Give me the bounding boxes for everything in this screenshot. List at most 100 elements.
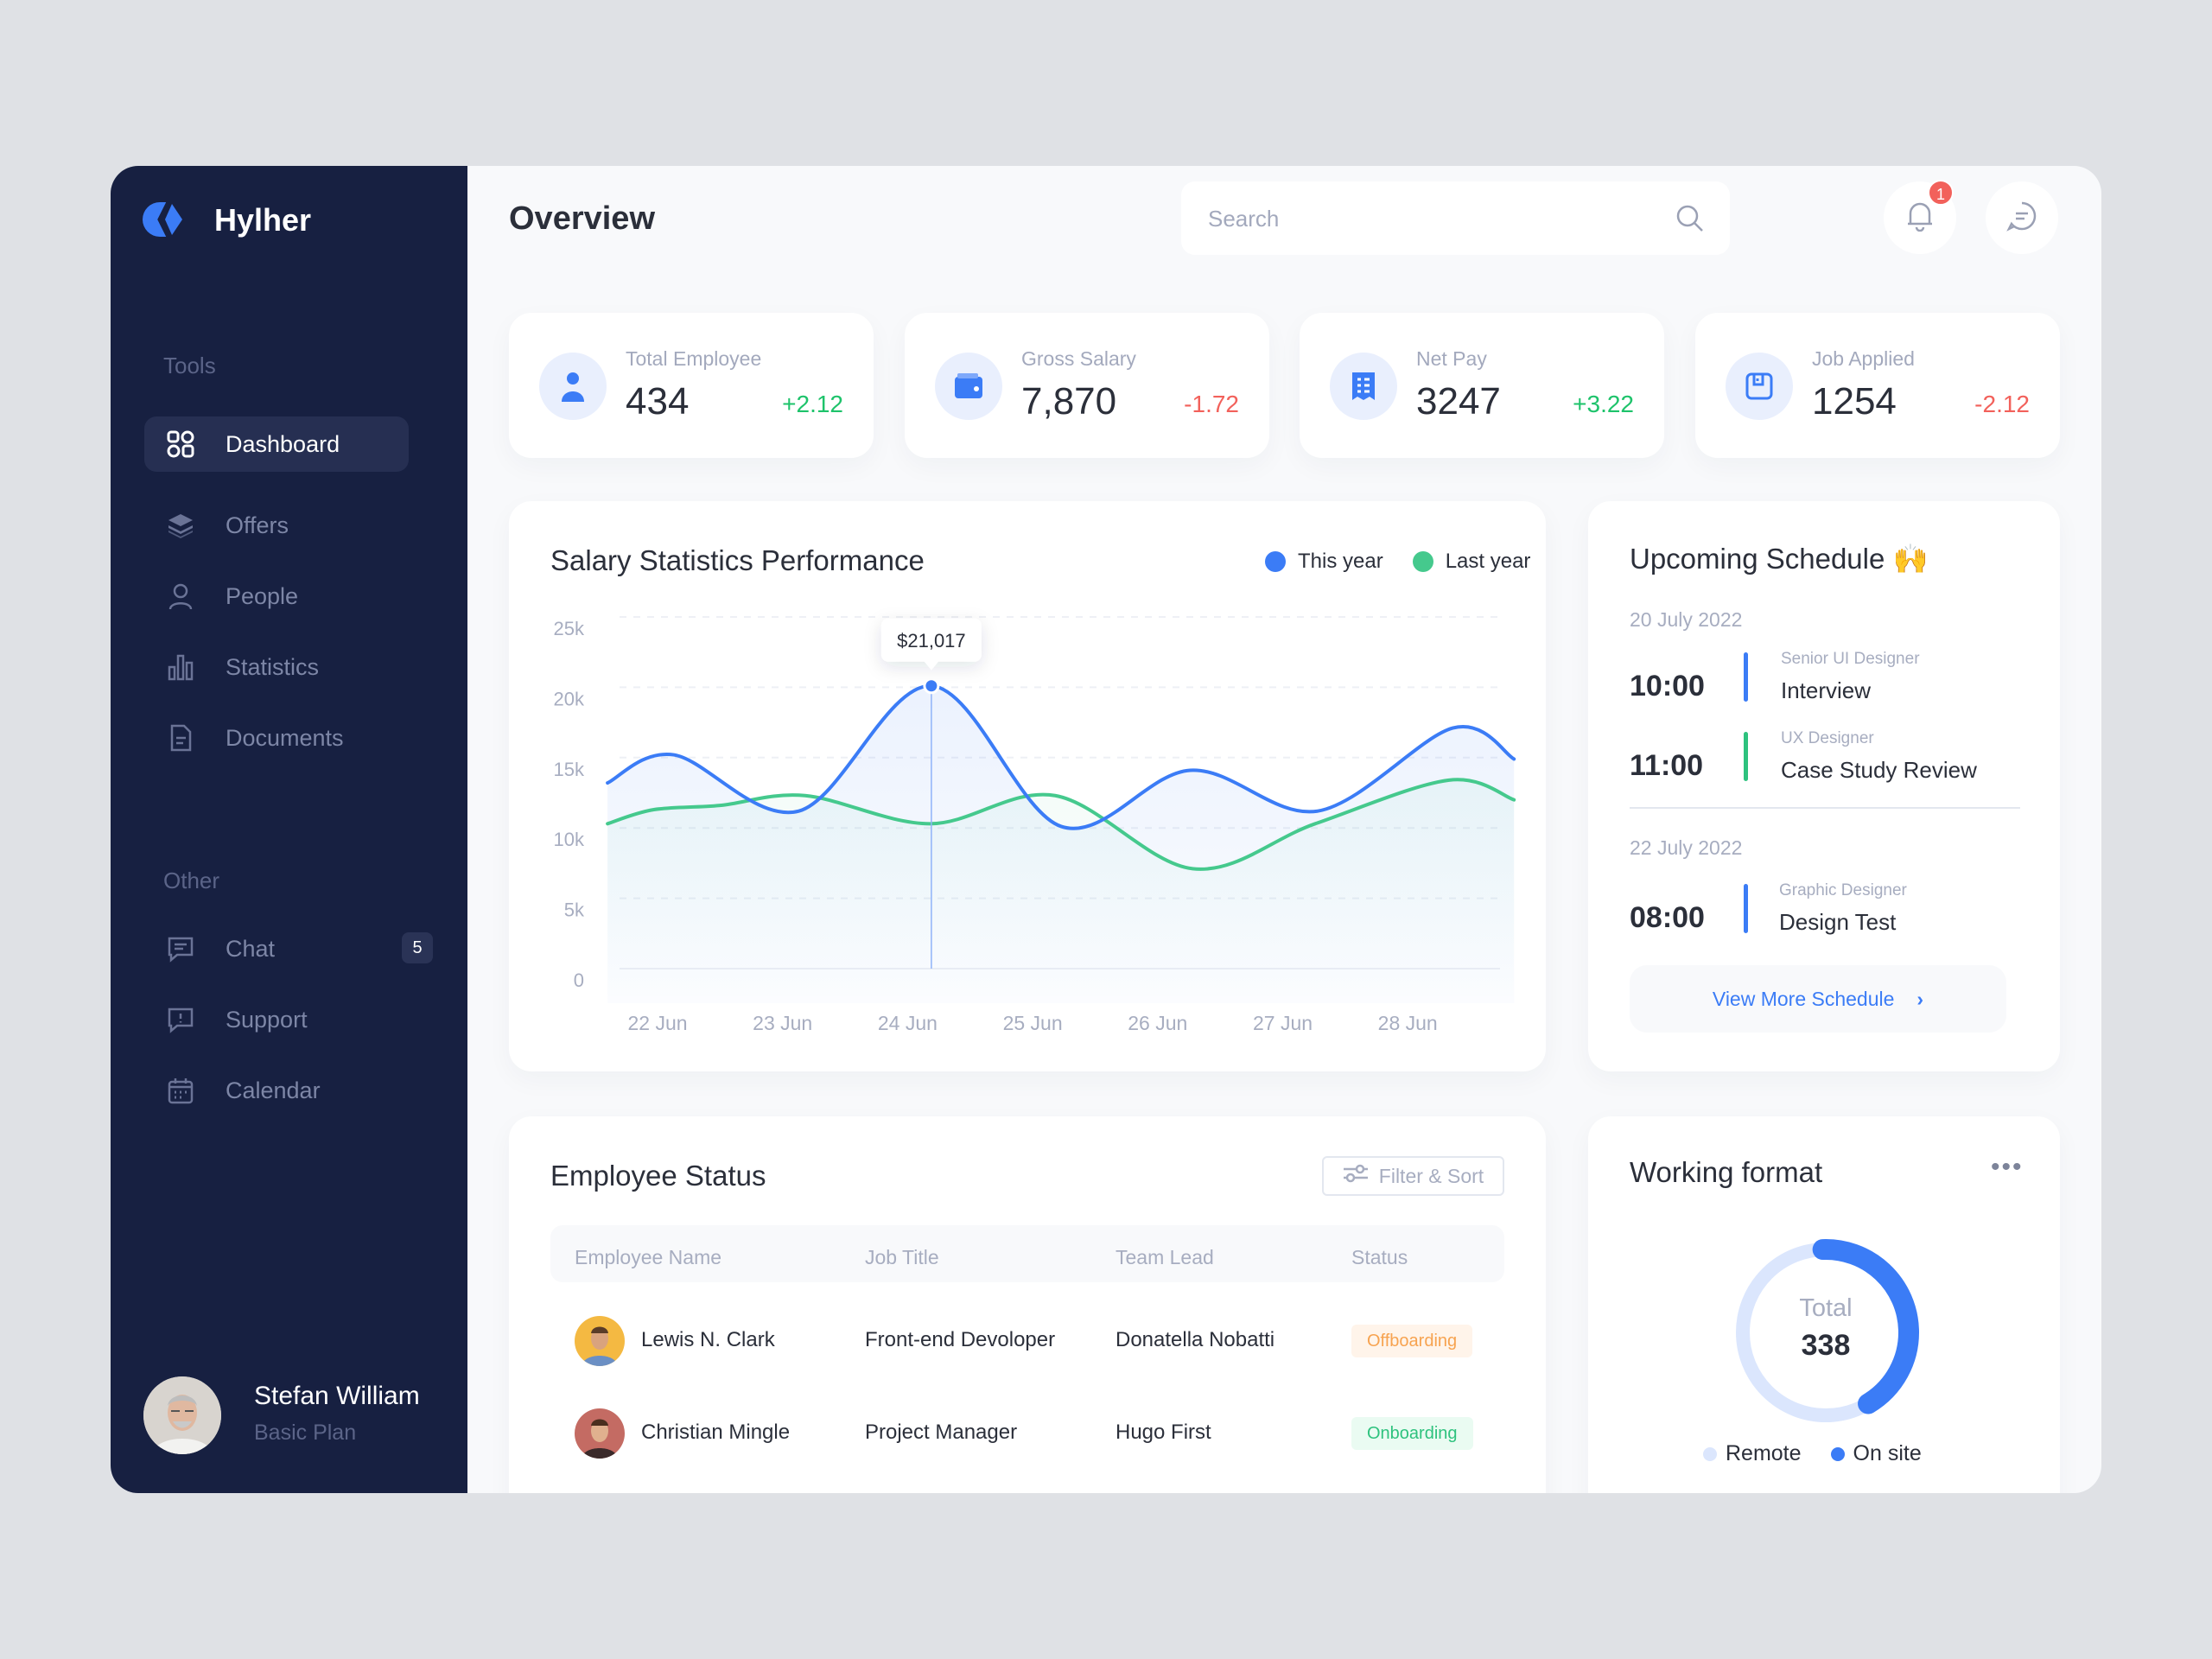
stat-label: Net Pay <box>1416 347 1487 370</box>
donut-legend: Remote On site <box>1703 1441 1922 1466</box>
legend-onsite: On site <box>1853 1441 1922 1465</box>
user-plan: Basic Plan <box>254 1421 357 1445</box>
view-more-label: View More Schedule <box>1712 987 1895 1010</box>
search-placeholder: Search <box>1208 206 1280 232</box>
y-tick-label: 10k <box>554 829 585 850</box>
event-color-bar <box>1744 652 1748 702</box>
job-title: Front-end Devoloper <box>865 1328 1056 1351</box>
stat-value: 1254 <box>1812 380 1897 423</box>
x-tick-label: 26 Jun <box>1128 1012 1187 1034</box>
page-title: Overview <box>509 200 655 237</box>
stat-label: Total Employee <box>626 347 762 370</box>
chat-count-badge: 5 <box>402 932 433 963</box>
wallet-icon <box>935 353 1002 420</box>
user-avatar[interactable] <box>143 1376 221 1454</box>
salary-chart-card: Salary Statistics Performance This year … <box>509 501 1546 1071</box>
legend-remote: Remote <box>1726 1441 1802 1465</box>
user-name: Stefan William <box>254 1382 420 1410</box>
donut-total-label: Total <box>1799 1294 1853 1322</box>
sidebar-item-dashboard[interactable]: Dashboard <box>144 416 409 472</box>
series-line-this-year <box>606 683 1516 830</box>
tooltip-value: $21,017 <box>897 630 966 652</box>
document-icon <box>165 722 196 753</box>
table-header: Employee Name Job Title Team Lead Status <box>550 1225 1504 1282</box>
stat-label: Job Applied <box>1812 347 1915 370</box>
user-icon <box>165 581 196 612</box>
donut-total-value: 338 <box>1801 1329 1851 1362</box>
search-icon[interactable] <box>1675 204 1705 238</box>
user-icon <box>539 353 607 420</box>
brand-name: Hylher <box>214 202 312 238</box>
sidebar-item-support[interactable]: Support <box>144 992 409 1047</box>
event-color-bar <box>1744 884 1748 933</box>
more-options-icon[interactable]: ••• <box>1991 1153 2024 1181</box>
filter-sort-button[interactable]: Filter & Sort <box>1322 1156 1504 1196</box>
chart-legend: This year Last year <box>1265 550 1530 574</box>
team-lead: Hugo First <box>1116 1421 1211 1444</box>
sidebar-item-statistics[interactable]: Statistics <box>144 639 409 695</box>
working-format-card: Working format ••• Total 338 Remote On s… <box>1588 1116 2060 1493</box>
stat-delta: -1.72 <box>1184 391 1239 417</box>
chat-icon <box>165 933 196 964</box>
event-title: Interview <box>1781 677 1872 703</box>
receipt-icon <box>1330 353 1397 420</box>
stat-card-net-pay[interactable]: Net Pay 3247 +3.22 <box>1300 313 1664 458</box>
y-tick-label: 25k <box>554 618 585 639</box>
sidebar-item-offers[interactable]: Offers <box>144 498 409 553</box>
x-tick-label: 27 Jun <box>1253 1012 1313 1034</box>
event-time: 08:00 <box>1630 901 1705 934</box>
sidebar-item-documents[interactable]: Documents <box>144 710 409 766</box>
stat-card-total-employee[interactable]: Total Employee 434 +2.12 <box>509 313 874 458</box>
status-badge: Offboarding <box>1351 1325 1473 1357</box>
legend-dot-last-year <box>1412 551 1433 572</box>
job-title: Project Manager <box>865 1421 1018 1444</box>
y-tick-label: 0 <box>574 969 584 991</box>
table-row[interactable]: Christian Mingle Project Manager Hugo Fi… <box>550 1403 1504 1464</box>
sidebar-item-label: Chat <box>226 935 276 962</box>
stat-delta: -2.12 <box>1974 391 2030 417</box>
event-title: Design Test <box>1779 909 1897 935</box>
stat-card-gross-salary[interactable]: Gross Salary 7,870 -1.72 <box>905 313 1269 458</box>
event-role: Senior UI Designer <box>1781 650 1920 668</box>
column-job-title[interactable]: Job Title <box>865 1246 939 1268</box>
column-team-lead[interactable]: Team Lead <box>1116 1246 1214 1268</box>
section-tools-label: Tools <box>163 353 216 378</box>
employee-status-title: Employee Status <box>550 1160 766 1192</box>
series-line-last-year <box>606 778 1516 871</box>
schedule-date: 22 July 2022 <box>1630 836 1743 859</box>
sidebar-item-chat[interactable]: Chat <box>144 921 409 976</box>
stat-card-job-applied[interactable]: Job Applied 1254 -2.12 <box>1695 313 2060 458</box>
employee-status-card: Employee Status Filter & Sort Employee N… <box>509 1116 1546 1493</box>
sidebar-item-label: Documents <box>226 724 344 751</box>
column-status[interactable]: Status <box>1351 1246 1408 1268</box>
message-icon <box>2006 200 2037 236</box>
messages-button[interactable] <box>1986 181 2058 254</box>
team-lead: Donatella Nobatti <box>1116 1328 1275 1351</box>
working-format-title: Working format <box>1630 1156 1823 1188</box>
layers-icon <box>165 510 196 541</box>
brand-logo <box>143 200 193 238</box>
table-row[interactable]: Lewis N. Clark Front-end Devoloper Donat… <box>550 1311 1504 1371</box>
legend-dot-this-year <box>1265 551 1286 572</box>
event-color-bar <box>1744 732 1748 781</box>
series-area-last-year <box>607 779 1515 1003</box>
y-tick-label: 5k <box>564 899 585 921</box>
donut-onsite-arc <box>1732 1239 1919 1427</box>
legend-dot-onsite <box>1830 1446 1845 1461</box>
employee-name: Christian Mingle <box>641 1421 791 1444</box>
schedule-date: 20 July 2022 <box>1630 608 1743 631</box>
search-input[interactable]: Search <box>1181 181 1730 255</box>
column-employee-name[interactable]: Employee Name <box>575 1246 722 1268</box>
schedule-card: Upcoming Schedule 🙌 20 July 2022 10:00 S… <box>1588 501 2060 1071</box>
sidebar-item-label: People <box>226 582 299 609</box>
sliders-icon <box>1343 1164 1369 1188</box>
sidebar-item-calendar[interactable]: Calendar <box>144 1063 409 1118</box>
schedule-title: Upcoming Schedule 🙌 <box>1630 543 1929 575</box>
sidebar-item-people[interactable]: People <box>144 569 409 624</box>
x-tick-label: 24 Jun <box>878 1012 938 1034</box>
view-more-schedule-button[interactable]: View More Schedule › <box>1630 965 2006 1033</box>
chevron-right-icon: › <box>1916 987 1924 1010</box>
x-tick-label: 25 Jun <box>1003 1012 1063 1034</box>
bar-chart-icon <box>165 652 196 683</box>
stat-value: 7,870 <box>1021 380 1117 423</box>
